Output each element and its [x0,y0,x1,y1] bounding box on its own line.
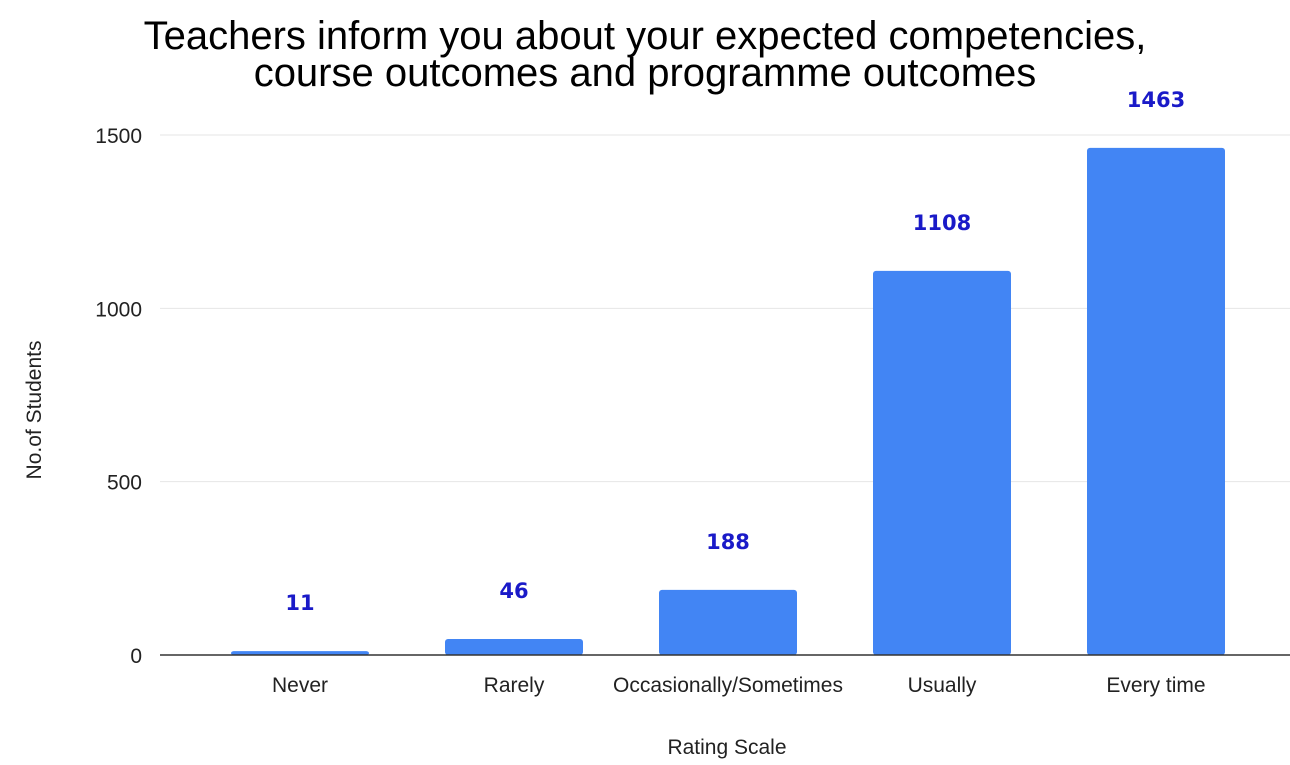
x-axis-ticks: Never Rarely Occasionally/Sometimes Usually… [272,674,1206,697]
y-axis-ticks: 0 500 1000 1500 [95,125,142,668]
x-tick-label: Usually [908,674,977,697]
chart-title-line-2: course outcomes and programme outcomes [254,51,1037,95]
bar [231,651,369,655]
bars [231,147,1225,655]
y-tick-label: 1500 [95,125,142,148]
data-label: 11 [285,591,314,615]
data-label: 46 [499,579,528,603]
x-axis-title: Rating Scale [667,736,786,759]
data-label: 1463 [1127,88,1185,112]
chart-title: Teachers inform you about your expected … [144,14,1147,95]
data-labels: 11 46 188 1108 1463 [285,88,1185,615]
y-tick-label: 500 [107,472,142,495]
x-tick-label: Never [272,674,328,697]
chart-title-line-1: Teachers inform you about your expected … [144,14,1147,58]
x-tick-label: Every time [1106,674,1205,697]
bar [873,270,1011,655]
y-tick-label: 0 [130,645,142,668]
bar [1087,147,1225,655]
y-axis-title: No.of Students [23,341,46,480]
data-label: 1108 [913,211,971,235]
x-tick-label: Occasionally/Sometimes [613,674,843,697]
bar [445,639,583,655]
data-label: 188 [706,530,750,554]
y-tick-label: 1000 [95,298,142,321]
x-tick-label: Rarely [484,674,545,697]
bar [659,589,797,655]
